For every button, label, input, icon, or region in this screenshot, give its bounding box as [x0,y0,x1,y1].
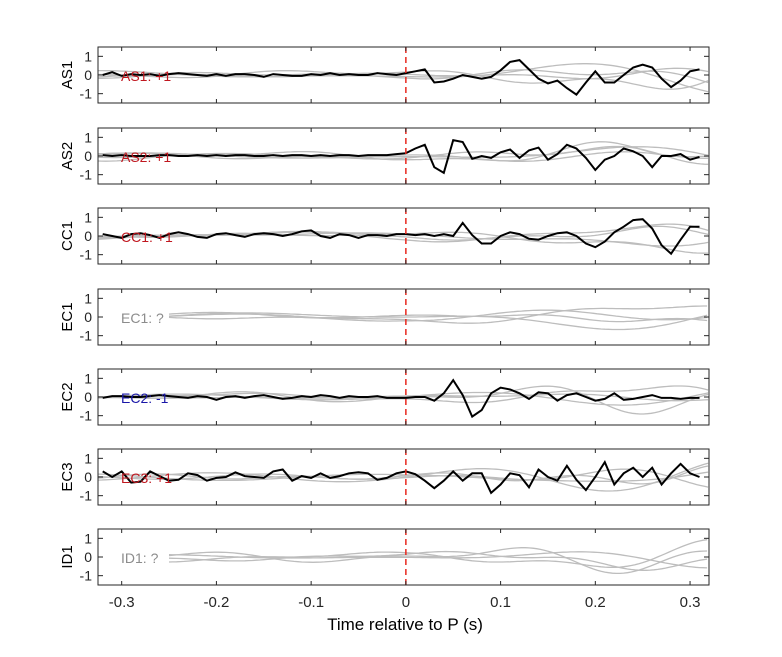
y-tick-label: -1 [80,167,93,183]
ghost-trace [97,462,709,492]
trace-ec2 [102,378,700,419]
y-tick-label: 1 [84,209,92,225]
panel-cc1: CC1: +1 -1 0 1 CC1 [59,207,710,265]
ghost-trace [97,385,709,415]
panel-id1: ID1: ? -1 0 1 ID1 [59,528,710,586]
ghost-trace [97,70,709,90]
y-tick-label: 0 [84,549,92,565]
x-axis: -0.3 -0.2 -0.1 0 0.1 0.2 0.3 [109,594,701,611]
y-tick-label: 0 [84,67,92,83]
x-tick-label: 0.2 [585,594,606,611]
y-tick-label: -1 [80,247,93,263]
y-tick-label: -1 [80,568,93,584]
y-axis-label: AS1 [59,61,76,89]
y-tick-label: -1 [80,488,93,504]
x-axis-label: Time relative to P (s) [327,615,483,634]
trace-as2 [102,138,700,175]
panel-annotation: CC1: +1 [121,229,173,245]
y-tick-label: 0 [84,309,92,325]
y-tick-label: 0 [84,389,92,405]
y-axis-label: EC1 [59,302,76,331]
panel-as2: AS2: +1 -1 0 1 AS2 [59,127,710,185]
panel-annotation: AS2: +1 [121,149,171,165]
trace-as1 [102,59,700,96]
panel-annotation: ID1: ? [121,550,159,566]
ghost-trace [168,550,708,571]
y-tick-label: 1 [84,450,92,466]
y-tick-label: -1 [80,408,93,424]
ghost-trace [168,539,708,568]
ghost-trace [97,223,709,243]
ghost-trace [98,69,709,84]
y-tick-label: 1 [84,129,92,145]
y-tick-label: 0 [84,228,92,244]
y-axis-label: EC3 [59,462,76,491]
panel-annotation: EC1: ? [121,310,164,326]
y-tick-label: 1 [84,290,92,306]
y-tick-label: 1 [84,48,92,64]
y-axis-label: EC2 [59,382,76,411]
panel-ec1: EC1: ? -1 0 1 EC1 [59,288,710,346]
ghost-traces [97,385,709,415]
ghost-traces [168,305,708,331]
panel-annotation: EC2: -1 [121,390,169,406]
panel-annotation: AS1: +1 [121,68,171,84]
y-tick-label: 0 [84,469,92,485]
y-tick-label: -1 [80,86,93,102]
panel-annotation: EC3: +1 [121,470,172,486]
x-tick-label: 0 [402,594,410,611]
x-tick-label: -0.1 [298,594,324,611]
panel-as1: AS1: +1 -1 0 1 AS1 [59,46,710,104]
y-tick-label: 1 [84,530,92,546]
ghost-traces [97,63,709,93]
trace-cc1 [102,218,700,256]
ghost-trace [97,145,709,165]
ghost-trace [97,151,709,162]
trace-ec3 [102,459,700,495]
panel-ec2: EC2: -1 -1 0 1 EC2 [59,368,710,426]
ghost-traces [168,539,708,575]
ghost-trace [168,551,708,569]
ghost-trace [97,471,709,482]
ghost-trace [97,391,709,406]
x-tick-label: -0.3 [109,594,135,611]
ghost-traces [97,223,709,254]
ghost-trace [168,314,708,323]
y-tick-label: 0 [84,148,92,164]
y-tick-label: 1 [84,370,92,386]
ghost-trace [168,312,708,331]
ghost-traces [97,462,709,492]
x-tick-label: -0.2 [203,594,229,611]
y-axis-label: CC1 [59,221,76,251]
x-tick-label: 0.1 [490,594,511,611]
panel-ec3: EC3: +1 -1 0 1 EC3 [59,448,710,506]
ghost-trace [168,309,708,322]
y-axis-label: ID1 [59,545,76,568]
y-axis-label: AS2 [59,142,76,170]
y-tick-label: -1 [80,328,93,344]
x-tick-label: 0.3 [680,594,701,611]
